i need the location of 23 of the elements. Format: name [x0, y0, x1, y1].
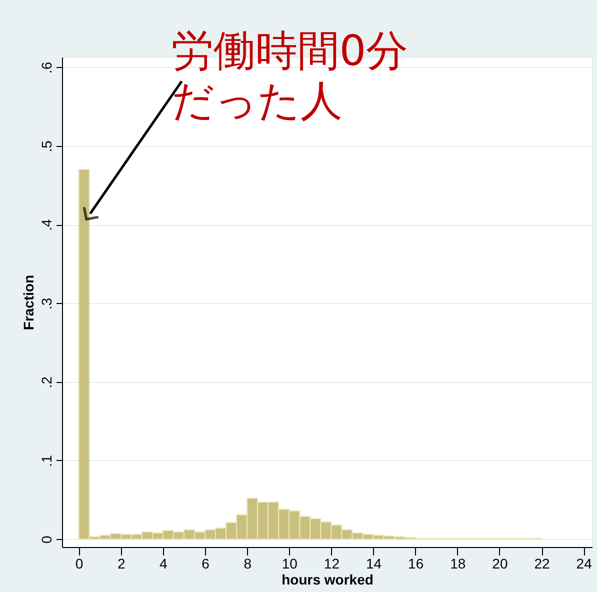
y-tick-label: .6: [38, 62, 54, 74]
x-tick-label: 14: [366, 556, 382, 572]
x-tick-label: 18: [450, 556, 466, 572]
x-tick-label: 24: [576, 556, 592, 572]
x-tick-label: 6: [202, 556, 210, 572]
x-tick-label: 0: [75, 556, 84, 572]
x-tick-label: 8: [244, 556, 252, 572]
x-tick-label: 16: [408, 556, 424, 572]
y-axis-title: Fraction: [20, 274, 36, 330]
y-tick-label: .1: [38, 454, 54, 467]
x-tick-label: 4: [160, 556, 168, 572]
x-tick-label: 2: [117, 556, 126, 572]
x-tick-label: 20: [492, 556, 508, 572]
x-tick-label: 10: [282, 556, 298, 572]
y-tick-label: .2: [38, 376, 54, 388]
x-tick-label: 12: [324, 556, 340, 572]
y-tick-label: .4: [38, 218, 54, 231]
annotation: 労働時間0分だった人: [171, 26, 408, 125]
y-tick-label: 0: [38, 536, 54, 544]
x-axis-title: hours worked: [282, 572, 374, 588]
y-tick-label: .5: [38, 140, 54, 152]
y-tick-label: .3: [38, 298, 54, 310]
x-tick-label: 22: [534, 556, 550, 572]
